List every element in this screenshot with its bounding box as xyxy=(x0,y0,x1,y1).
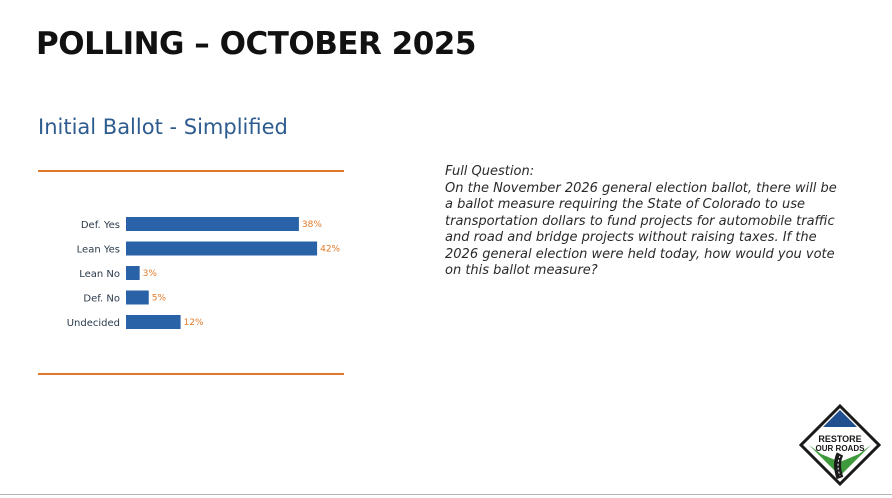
category-label: Undecided xyxy=(67,318,120,329)
question-text: On the November 2026 general election ba… xyxy=(445,180,837,279)
value-label: 42% xyxy=(320,245,340,255)
question-label: Full Question: xyxy=(445,164,535,179)
bar xyxy=(126,217,299,231)
bar-chart: Def. Yes 38% Lean Yes 42% Lean No 3% Def. No 5%… xyxy=(67,217,341,329)
bar xyxy=(126,315,181,329)
bar xyxy=(126,241,318,256)
chart-top-rule xyxy=(38,170,344,172)
logo-line2: RESTORE xyxy=(818,434,861,444)
bar xyxy=(126,290,149,305)
full-question: Full Question: On the November 2026 gene… xyxy=(445,164,845,280)
footer-divider xyxy=(0,494,892,495)
value-label: 12% xyxy=(184,318,204,328)
value-label: 3% xyxy=(143,269,158,279)
logo-line3: OUR ROADS xyxy=(816,444,866,453)
logo-line1: COLORADO xyxy=(824,427,857,433)
chart-bottom-rule xyxy=(38,373,344,375)
chart-title: Initial Ballot - Simplified xyxy=(38,115,288,139)
category-label: Lean Yes xyxy=(77,245,120,256)
slide-title: POLLING – OCTOBER 2025 xyxy=(36,26,476,62)
category-label: Def. Yes xyxy=(81,220,120,231)
bar xyxy=(126,266,140,280)
category-label: Lean No xyxy=(79,269,120,280)
value-label: 5% xyxy=(152,294,167,304)
category-label: Def. No xyxy=(83,294,120,305)
restore-our-roads-logo: COLORADO RESTORE OUR ROADS xyxy=(799,404,881,486)
value-label: 38% xyxy=(302,220,322,230)
